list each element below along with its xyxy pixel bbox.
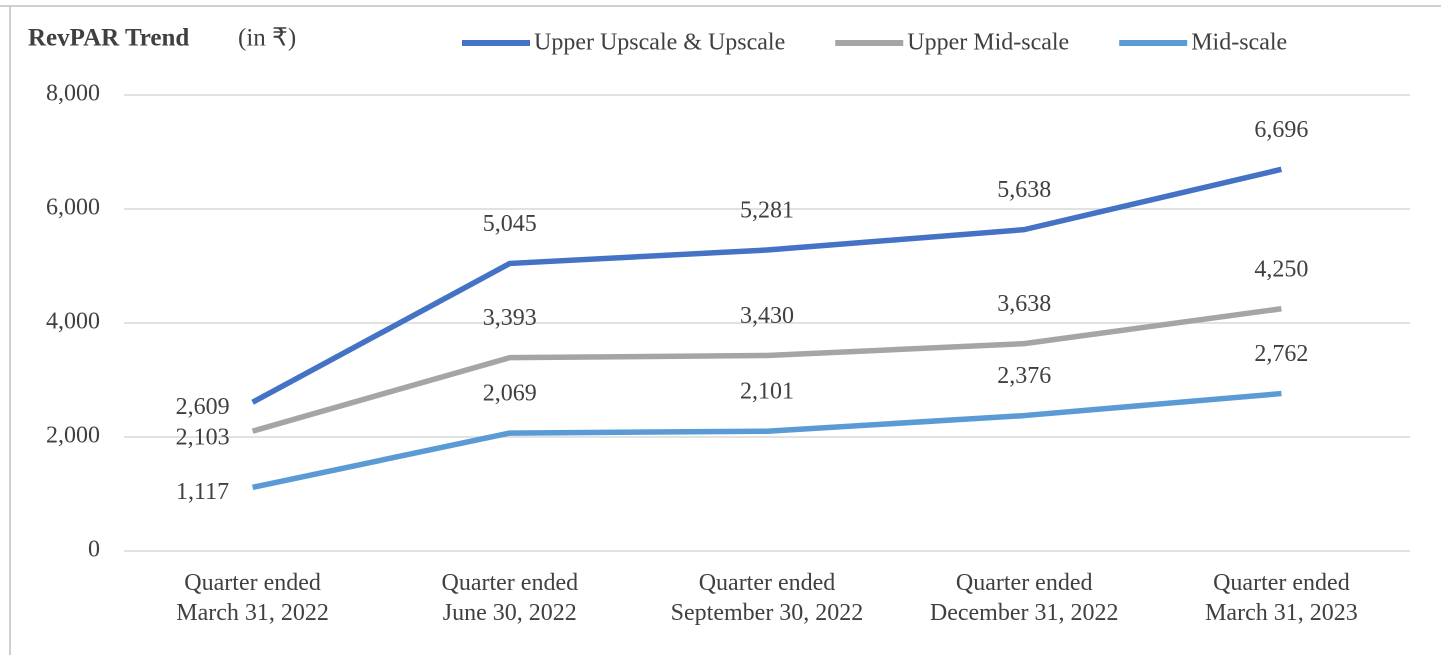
x-tick-label: Quarter ended March 31, 2023 — [1205, 570, 1358, 626]
chart-title: RevPAR Trend — [28, 25, 189, 52]
x-tick-label: Quarter ended September 30, 2022 — [671, 570, 864, 626]
data-label: 3,393 — [483, 305, 537, 331]
legend-label: Mid-scale — [1191, 30, 1287, 56]
data-label: 2,376 — [997, 363, 1051, 389]
y-tick-label: 8,000 — [46, 81, 100, 107]
x-tick-label: Quarter ended December 31, 2022 — [930, 570, 1119, 626]
legend-label: Upper Upscale & Upscale — [534, 30, 785, 56]
y-tick-label: 2,000 — [46, 423, 100, 449]
data-label: 2,103 — [176, 425, 230, 451]
series-line — [251, 306, 1282, 434]
data-label: 2,101 — [740, 379, 794, 405]
y-tick-label: 0 — [88, 537, 100, 563]
chart-subtitle: (in ₹) — [238, 25, 296, 52]
data-label: 3,430 — [740, 303, 794, 329]
series-line — [251, 166, 1283, 405]
data-label: 5,638 — [997, 177, 1051, 203]
legend-label: Upper Mid-scale — [907, 30, 1069, 56]
x-tick-label: Quarter ended March 31, 2022 — [176, 570, 329, 626]
y-tick-label: 6,000 — [46, 195, 100, 221]
data-label: 2,069 — [483, 381, 537, 407]
data-label: 2,762 — [1254, 341, 1308, 367]
data-label: 2,609 — [176, 394, 230, 420]
data-label: 1,117 — [176, 479, 229, 505]
data-label: 3,638 — [997, 291, 1051, 317]
data-label: 4,250 — [1254, 256, 1308, 282]
data-label: 5,045 — [483, 211, 537, 237]
y-tick-label: 4,000 — [46, 309, 100, 335]
x-tick-label: Quarter ended June 30, 2022 — [442, 570, 579, 626]
series-line — [252, 390, 1282, 491]
data-label: 5,281 — [740, 197, 794, 223]
data-label: 6,696 — [1254, 117, 1308, 143]
